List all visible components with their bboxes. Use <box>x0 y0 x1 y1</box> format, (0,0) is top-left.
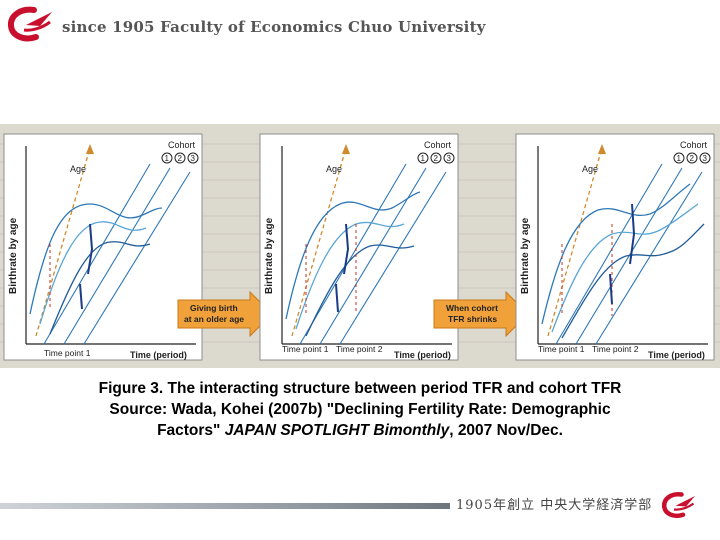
x-axis-label: Time (period) <box>130 350 187 360</box>
slide-header: since 1905 Faculty of Economics Chuo Uni… <box>0 0 720 56</box>
cohort-number: 2 <box>434 154 439 163</box>
cohort-label: Cohort <box>424 140 452 150</box>
caption-line-3-plain: Factors" <box>157 422 225 439</box>
caption-line-1: Figure 3. The interacting structure betw… <box>98 380 622 397</box>
age-arrow <box>291 147 347 337</box>
arrow-label-line-1: When cohort <box>446 303 498 313</box>
cohort-number: 3 <box>703 154 708 163</box>
time-point-label: Time point 1 <box>44 348 91 358</box>
period-lines <box>609 203 636 305</box>
footer-bar <box>0 503 450 509</box>
panel-frame <box>3 133 203 361</box>
age-arrowhead-icon <box>342 144 350 154</box>
cohort-number: 1 <box>677 154 682 163</box>
period-lines <box>335 223 350 313</box>
panel-2: Birthrate by age Age Cohort 1 2 3 <box>259 133 459 361</box>
time-point-label: Time point 1 <box>538 344 585 354</box>
cohort-numbers: 1 2 3 <box>161 152 199 164</box>
cohort-label: Cohort <box>168 140 196 150</box>
cohort-label: Cohort <box>680 140 708 150</box>
panel-3: Birthrate by age Age Cohort 1 2 3 <box>515 133 715 361</box>
figure-diagram: Birthrate by age Age Cohort 1 2 3 <box>0 133 720 361</box>
figure-image: Birthrate by age Age Cohort 1 2 3 <box>0 124 720 368</box>
age-arrowhead-icon <box>86 144 94 154</box>
age-arrowhead-icon <box>598 144 606 154</box>
cohort-number: 2 <box>690 154 695 163</box>
figure-caption: Figure 3. The interacting structure betw… <box>20 378 700 441</box>
birthrate-curves <box>285 191 421 337</box>
time-point-label: Time point 2 <box>336 344 383 354</box>
caption-line-2: Source: Wada, Kohei (2007b) "Declining F… <box>109 401 611 418</box>
age-label: Age <box>70 164 86 174</box>
age-label: Age <box>582 164 598 174</box>
age-arrow <box>547 147 603 337</box>
panel-frame <box>259 133 459 361</box>
cohort-numbers: 1 2 3 <box>417 152 455 164</box>
header-title: since 1905 Faculty of Economics Chuo Uni… <box>62 18 486 36</box>
y-axis-label: Birthrate by age <box>264 217 275 294</box>
university-logo-icon <box>7 6 52 42</box>
journal-title: JAPAN SPOTLIGHT Bimonthly <box>224 422 450 439</box>
cohort-number: 1 <box>165 154 170 163</box>
birthrate-curves <box>29 203 163 335</box>
cohort-lines <box>43 163 191 345</box>
y-axis-label: Birthrate by age <box>520 217 531 294</box>
footer-text: 1905年創立 中央大学経済学部 <box>456 498 653 513</box>
cohort-numbers: 1 2 3 <box>673 152 711 164</box>
panel-frame <box>515 133 715 361</box>
period-lines <box>79 223 94 310</box>
cohort-number: 1 <box>421 154 426 163</box>
age-arrow <box>35 147 91 337</box>
arrow-label-line-1: Giving birth <box>190 303 238 313</box>
caption-line-3-end: , 2007 Nov/Dec. <box>449 422 563 439</box>
arrow-label-line-2: TFR shrinks <box>448 314 497 324</box>
x-axis-label: Time (period) <box>648 350 705 360</box>
panel-1: Birthrate by age Age Cohort 1 2 3 <box>3 133 203 361</box>
age-label: Age <box>326 164 342 174</box>
time-point-label: Time point 1 <box>282 344 329 354</box>
footer-logo-icon <box>661 492 695 519</box>
cohort-number: 3 <box>447 154 452 163</box>
caption-line-3: Factors" JAPAN SPOTLIGHT Bimonthly, 2007… <box>20 420 700 441</box>
x-axis-label: Time (period) <box>394 350 451 360</box>
cohort-number: 2 <box>178 154 183 163</box>
time-point-label: Time point 2 <box>592 344 639 354</box>
birthrate-curves <box>541 183 705 339</box>
cohort-number: 3 <box>191 154 196 163</box>
arrow-label-line-2: at an older age <box>184 314 244 324</box>
y-axis-label: Birthrate by age <box>8 217 19 294</box>
